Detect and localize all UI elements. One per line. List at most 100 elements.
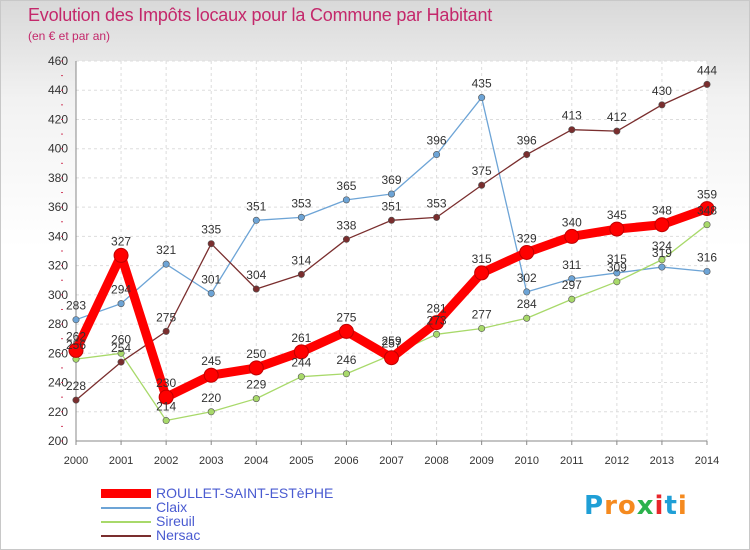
logo-letter: i [677,491,688,521]
data-label-roullet-saint-estephe: 315 [472,252,492,266]
data-label-nersac: 335 [201,223,221,237]
data-label-nersac: 228 [66,379,86,393]
data-point-claix [72,316,80,324]
data-label-roullet-saint-estephe: 245 [201,354,221,368]
data-point-sireuil [613,278,621,286]
data-point-nersac [433,213,441,221]
data-label-nersac: 375 [472,164,492,178]
data-point-roullet-saint-estephe [293,344,309,360]
data-label-nersac: 351 [381,199,401,213]
data-label-claix: 319 [652,246,672,260]
data-label-nersac: 338 [336,218,356,232]
data-label-sireuil: 284 [517,297,537,311]
data-label-claix: 435 [472,77,492,91]
data-label-roullet-saint-estephe: 257 [381,337,401,351]
data-point-roullet-saint-estephe [699,201,715,217]
data-label-roullet-saint-estephe: 281 [427,302,447,316]
data-point-nersac [387,216,395,224]
x-tick-label: 2006 [334,455,358,467]
y-tick-label: 440 [48,83,68,97]
data-label-sireuil: 229 [246,378,266,392]
chart-title: Evolution des Impôts locaux pour la Comm… [28,5,493,25]
data-label-sireuil: 260 [111,332,131,346]
data-point-nersac [297,270,305,278]
data-point-claix [342,196,350,204]
data-point-claix [387,190,395,198]
data-label-roullet-saint-estephe: 230 [156,376,176,390]
data-label-sireuil: 348 [697,204,717,218]
legend-label: Nersac [156,527,201,543]
legend-swatch [101,489,151,498]
data-label-nersac: 275 [156,310,176,324]
data-point-nersac [523,151,531,159]
legend-swatch [101,507,151,509]
data-point-claix [523,288,531,296]
data-label-nersac: 430 [652,84,672,98]
data-label-roullet-saint-estephe: 262 [66,329,86,343]
data-point-sireuil [433,330,441,338]
data-label-claix: 301 [201,272,221,286]
data-point-roullet-saint-estephe [113,247,129,263]
y-tick-label: 460 [48,54,68,68]
data-point-claix [703,267,711,275]
data-label-sireuil: 259 [381,334,401,348]
x-tick-label: 2011 [560,455,584,467]
logo-letter: i [654,491,665,521]
legend-label: Sireuil [156,513,195,529]
logo-letter: x [636,491,655,521]
data-label-sireuil: 273 [427,313,447,327]
data-point-claix [207,289,215,297]
data-point-roullet-saint-estephe [609,221,625,237]
data-point-sireuil [703,221,711,229]
x-tick-label: 2002 [154,455,178,467]
data-point-nersac [72,396,80,404]
y-tick-label: 340 [48,229,68,243]
data-point-claix [117,300,125,308]
data-label-roullet-saint-estephe: 261 [291,331,311,345]
data-label-sireuil: 324 [652,239,672,253]
data-point-roullet-saint-estephe [654,217,670,233]
data-label-roullet-saint-estephe: 275 [336,310,356,324]
y-tick-label: 320 [48,259,68,273]
x-tick-label: 2004 [244,455,268,467]
data-label-nersac: 304 [246,268,266,282]
y-tick-label: 400 [48,142,68,156]
data-label-sireuil: 256 [66,338,86,352]
data-point-nersac [252,285,260,293]
data-label-claix: 311 [562,258,581,272]
data-label-claix: 315 [607,252,627,266]
data-label-sireuil: 277 [472,307,492,321]
data-point-nersac [613,127,621,135]
data-point-claix [568,275,576,283]
legend-label: ROULLET-SAINT-ESTèPHE [156,485,334,501]
data-point-nersac [703,80,711,88]
proxiti-logo: Proxiti [584,491,688,521]
data-label-nersac: 396 [517,134,537,148]
data-point-sireuil [252,395,260,403]
data-point-sireuil [568,295,576,303]
data-point-roullet-saint-estephe [248,360,264,376]
chart-subtitle: (en € et par an) [28,29,111,43]
data-label-nersac: 413 [562,109,582,123]
x-tick-label: 2008 [424,455,448,467]
data-point-nersac [117,358,125,366]
data-label-roullet-saint-estephe: 250 [246,347,266,361]
data-label-claix: 283 [66,299,86,313]
data-point-sireuil [658,256,666,264]
legend-label: Claix [156,499,188,515]
data-label-roullet-saint-estephe: 329 [517,231,537,245]
x-tick-label: 2007 [379,455,403,467]
data-point-claix [478,94,486,102]
legend-swatch [101,521,151,523]
data-label-claix: 369 [381,173,401,187]
data-point-roullet-saint-estephe [203,367,219,383]
data-label-claix: 365 [336,179,356,193]
y-tick-label: 220 [48,405,68,419]
data-label-nersac: 353 [427,196,447,210]
x-tick-label: 2010 [514,455,538,467]
y-tick-label: 280 [48,317,68,331]
data-point-sireuil [297,373,305,381]
x-tick-label: 2001 [109,455,133,467]
data-label-claix: 396 [427,134,447,148]
x-tick-label: 2003 [199,455,223,467]
